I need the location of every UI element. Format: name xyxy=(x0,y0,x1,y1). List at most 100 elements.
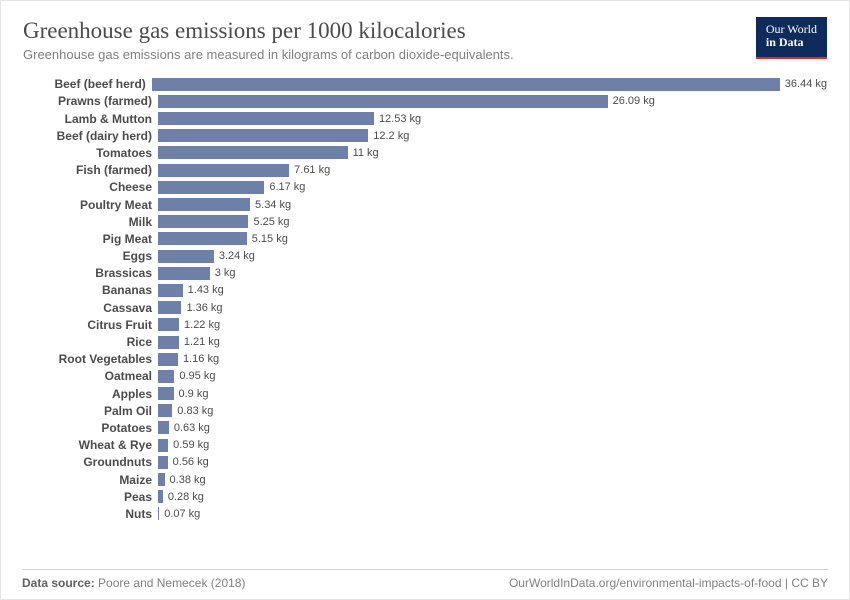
y-axis-label: Tomatoes xyxy=(23,146,158,160)
bar-area: 1.36 kg xyxy=(158,301,827,314)
bar-area: 11 kg xyxy=(158,146,827,159)
bar-area: 0.07 kg xyxy=(158,507,827,520)
chart-row: Poultry Meat5.34 kg xyxy=(23,196,827,213)
y-axis-label: Pig Meat xyxy=(23,232,158,246)
y-axis-label: Groundnuts xyxy=(23,455,158,469)
owid-logo: Our World in Data xyxy=(756,17,827,59)
y-axis-label: Fish (farmed) xyxy=(23,163,158,177)
bar-area: 0.9 kg xyxy=(158,387,827,400)
chart-row: Nuts0.07 kg xyxy=(23,505,827,522)
bar-area: 7.61 kg xyxy=(158,164,827,177)
value-label: 0.59 kg xyxy=(173,439,209,451)
chart-row: Cheese6.17 kg xyxy=(23,179,827,196)
value-label: 0.56 kg xyxy=(173,456,209,468)
bar xyxy=(158,284,183,297)
bar-area: 5.25 kg xyxy=(158,215,827,228)
value-label: 3 kg xyxy=(215,267,236,279)
bar xyxy=(158,198,250,211)
value-label: 1.43 kg xyxy=(188,284,224,296)
bar-chart: Beef (beef herd) 36.44 kg Prawns (farmed)2… xyxy=(23,76,827,523)
chart-row: Milk5.25 kg xyxy=(23,213,827,230)
bar-area: 0.63 kg xyxy=(158,421,827,434)
chart-row: Fish (farmed) 7.61 kg xyxy=(23,162,827,179)
bar xyxy=(158,95,608,108)
value-label: 1.36 kg xyxy=(186,302,222,314)
chart-row: Rice1.21 kg xyxy=(23,333,827,350)
bar xyxy=(158,336,179,349)
chart-row: Brassicas 3 kg xyxy=(23,265,827,282)
bar-area: 1.22 kg xyxy=(158,318,827,331)
bar-area: 1.21 kg xyxy=(158,336,827,349)
chart-row: Beef (dairy herd) 12.2 kg xyxy=(23,127,827,144)
bar xyxy=(158,370,174,383)
y-axis-label: Beef (beef herd) xyxy=(23,77,152,91)
footer: Data source: Poore and Nemecek (2018) Ou… xyxy=(22,569,828,590)
bar xyxy=(158,301,181,314)
bar xyxy=(158,473,165,486)
bar xyxy=(158,318,179,331)
bar-area: 26.09 kg xyxy=(158,95,827,108)
chart-row: Eggs 3.24 kg xyxy=(23,247,827,264)
chart-container: Greenhouse gas emissions per 1000 kiloca… xyxy=(0,0,850,600)
value-label: 12.2 kg xyxy=(373,130,409,142)
bar-area: 3 kg xyxy=(158,267,827,280)
source-label: Data source: xyxy=(22,576,95,590)
bar-area: 0.28 kg xyxy=(158,490,827,503)
bar xyxy=(158,267,210,280)
bar xyxy=(158,232,247,245)
bar xyxy=(158,387,174,400)
bar xyxy=(158,112,374,125)
y-axis-label: Wheat & Rye xyxy=(23,438,158,452)
bar-area: 12.2 kg xyxy=(158,129,827,142)
chart-row: Beef (beef herd) 36.44 kg xyxy=(23,76,827,93)
bar-area: 1.16 kg xyxy=(158,353,827,366)
chart-row: Root Vegetables1.16 kg xyxy=(23,351,827,368)
y-axis-label: Potatoes xyxy=(23,421,158,435)
bar-area: 1.43 kg xyxy=(158,284,827,297)
y-axis-label: Eggs xyxy=(23,249,158,263)
value-label: 0.28 kg xyxy=(168,491,204,503)
value-label: 5.34 kg xyxy=(255,199,291,211)
value-label: 7.61 kg xyxy=(294,164,330,176)
bar xyxy=(158,164,289,177)
bar xyxy=(158,490,163,503)
chart-row: Cassava1.36 kg xyxy=(23,299,827,316)
bar-area: 5.15 kg xyxy=(158,232,827,245)
y-axis-label: Peas xyxy=(23,490,158,504)
value-label: 0.38 kg xyxy=(170,474,206,486)
value-label: 3.24 kg xyxy=(219,250,255,262)
data-source: Data source: Poore and Nemecek (2018) xyxy=(22,576,245,590)
logo-line2: in Data xyxy=(766,35,804,49)
value-label: 5.15 kg xyxy=(252,233,288,245)
bar-area: 6.17 kg xyxy=(158,181,827,194)
bar xyxy=(158,507,159,520)
value-label: 1.16 kg xyxy=(183,353,219,365)
bar xyxy=(152,78,780,91)
value-label: 12.53 kg xyxy=(379,113,421,125)
bar-area: 0.38 kg xyxy=(158,473,827,486)
source-value: Poore and Nemecek (2018) xyxy=(98,576,245,590)
value-label: 26.09 kg xyxy=(613,95,655,107)
y-axis-label: Palm Oil xyxy=(23,404,158,418)
y-axis-label: Bananas xyxy=(23,283,158,297)
y-axis-label: Maize xyxy=(23,473,158,487)
y-axis-label: Brassicas xyxy=(23,266,158,280)
y-axis-label: Beef (dairy herd) xyxy=(23,129,158,143)
bar xyxy=(158,146,348,159)
bar xyxy=(158,250,214,263)
bar-area: 36.44 kg xyxy=(152,78,827,91)
bar xyxy=(158,439,168,452)
bar xyxy=(158,456,168,469)
bar xyxy=(158,353,178,366)
chart-row: Peas 0.28 kg xyxy=(23,488,827,505)
chart-row: Prawns (farmed)26.09 kg xyxy=(23,93,827,110)
value-label: 36.44 kg xyxy=(785,78,827,90)
chart-row: Pig Meat 5.15 kg xyxy=(23,230,827,247)
bar xyxy=(158,421,169,434)
value-label: 1.22 kg xyxy=(184,319,220,331)
bar-area: 3.24 kg xyxy=(158,250,827,263)
value-label: 0.07 kg xyxy=(164,508,200,520)
chart-row: Potatoes0.63 kg xyxy=(23,419,827,436)
value-label: 11 kg xyxy=(353,147,379,159)
y-axis-label: Cheese xyxy=(23,180,158,194)
